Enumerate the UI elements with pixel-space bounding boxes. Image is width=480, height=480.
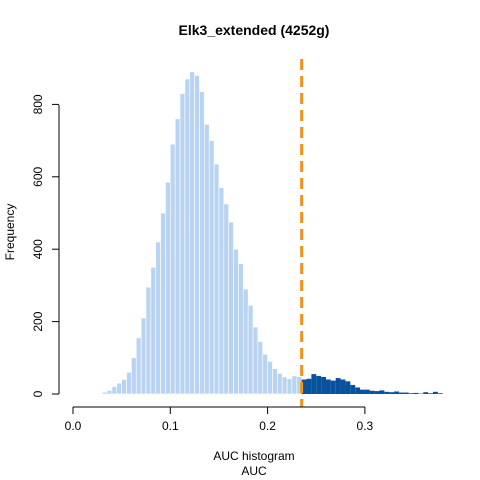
histogram-bar [350, 384, 356, 394]
x-axis: 0.0 0.1 0.2 0.3 [65, 406, 374, 433]
x-tick-label: 0.3 [357, 419, 374, 433]
histogram-bar [262, 353, 268, 395]
histogram-bar [389, 392, 395, 394]
histogram-bar [325, 379, 331, 394]
histogram-bar [213, 163, 220, 395]
histogram-bar [170, 143, 176, 395]
histogram-bar [228, 221, 234, 395]
histogram-bar [121, 379, 127, 395]
histogram-bar [374, 391, 380, 394]
x-tick-label: 0.1 [162, 419, 179, 433]
histogram-bar [252, 326, 259, 395]
histogram-bar [340, 379, 346, 394]
histogram-bar [423, 392, 429, 394]
x-axis-label: AUC histogram [213, 449, 294, 463]
histogram-bar [291, 375, 298, 395]
histogram-bar [257, 341, 264, 395]
histogram-bar [321, 376, 326, 394]
histogram-bar [394, 391, 399, 394]
histogram-bar [306, 378, 312, 394]
histogram-bar [199, 91, 205, 395]
histogram-bar [145, 286, 152, 395]
histogram-bar [286, 378, 293, 395]
histogram-bar [379, 390, 385, 394]
histogram-bar [355, 387, 361, 394]
histogram-bar [428, 393, 434, 394]
histogram-bar [233, 248, 239, 395]
y-tick-label: 400 [31, 239, 45, 259]
histogram-bar [433, 391, 438, 394]
histogram-bar [364, 389, 370, 394]
histogram-bar [204, 124, 210, 395]
histogram-bar [160, 212, 166, 395]
histogram-bar [140, 317, 147, 395]
y-tick-label: 0 [31, 390, 45, 397]
histogram-bar [335, 378, 341, 394]
histogram-bar [135, 337, 142, 395]
histogram-bar [408, 393, 414, 394]
histogram-bar [208, 140, 215, 395]
x-axis-sublabel: AUC [241, 464, 267, 478]
y-axis: 0 200 400 600 800 [31, 94, 60, 397]
histogram-bar [369, 390, 375, 394]
histogram-bar [174, 118, 181, 395]
histogram-bar [184, 78, 191, 395]
histogram-bar [194, 75, 200, 395]
histogram-bar [277, 373, 283, 395]
histogram-bar [403, 392, 409, 394]
y-tick-label: 600 [31, 166, 45, 186]
histogram-bars [97, 71, 443, 395]
histogram-bar [345, 381, 351, 394]
histogram-bar [223, 203, 229, 395]
histogram-bar [413, 392, 419, 394]
histogram-bar [238, 263, 244, 395]
x-tick-label: 0.0 [65, 419, 82, 433]
chart-title: Elk3_extended (4252g) [179, 22, 330, 38]
histogram-bar [360, 389, 365, 394]
histogram-bar [131, 357, 137, 395]
histogram-bar [316, 375, 322, 394]
histogram-bar [272, 368, 278, 395]
histogram-bar [301, 379, 307, 394]
histogram-bar [116, 382, 122, 395]
histogram-bar [281, 376, 288, 395]
y-tick-label: 200 [31, 311, 45, 331]
histogram-bar [437, 393, 443, 394]
y-axis-label: Frequency [3, 204, 17, 261]
histogram-bar [155, 241, 161, 395]
histogram-bar [384, 391, 390, 394]
histogram-bar [242, 288, 249, 395]
y-tick-label: 800 [31, 94, 45, 114]
histogram-bar [106, 390, 113, 395]
histogram-bar [150, 266, 157, 395]
histogram-bar [189, 71, 195, 395]
histogram-bar [398, 392, 404, 394]
histogram-bar [101, 391, 108, 395]
histogram-bar [330, 380, 336, 394]
histogram-bar [165, 181, 171, 395]
histogram-bar [97, 392, 103, 395]
histogram-bar [218, 187, 225, 395]
x-tick-label: 0.2 [259, 419, 276, 433]
histogram-bar [179, 93, 186, 395]
histogram-bar [111, 386, 118, 395]
histogram-bar [267, 361, 273, 395]
histogram-bar [311, 374, 317, 394]
histogram-bar [247, 305, 254, 395]
histogram-bar [126, 371, 132, 395]
